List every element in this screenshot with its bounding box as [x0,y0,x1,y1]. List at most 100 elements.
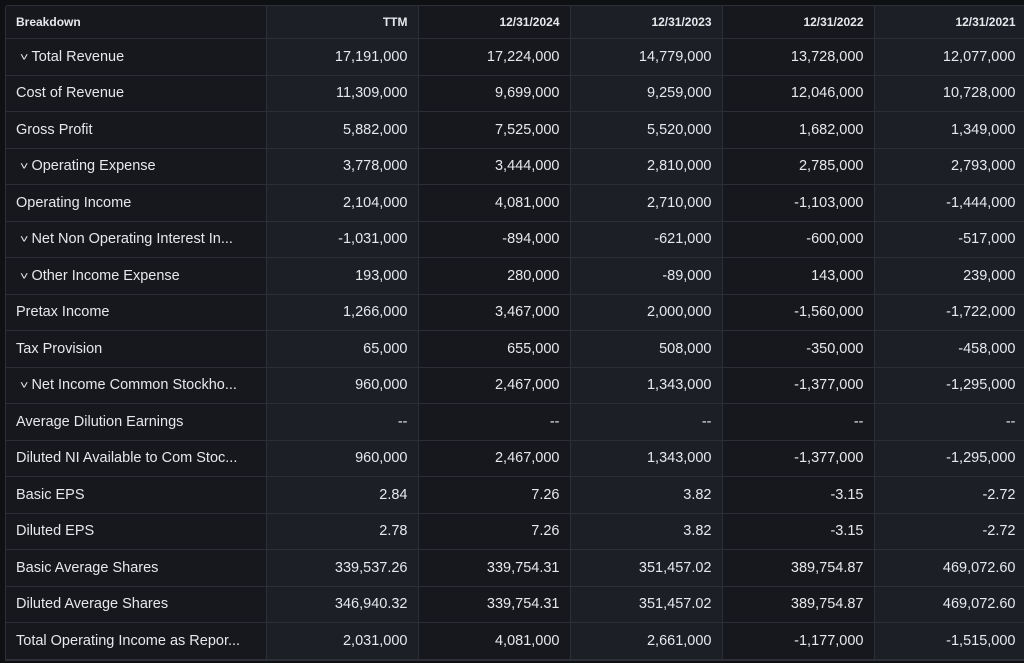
cell-value: -350,000 [722,330,875,368]
cell-value: -- [266,403,419,441]
row-label[interactable]: ˅ Other Income Expense [6,257,267,295]
chevron-down-icon[interactable]: ˅ [20,380,29,393]
cell-value: 7,525,000 [418,111,571,149]
cell-value: 469,072.60 [874,549,1024,587]
cell-value: 17,224,000 [418,38,571,76]
cell-value: 9,259,000 [570,75,723,112]
cell-value: 2,785,000 [722,148,875,185]
cell-value: 3.82 [570,476,723,514]
cell-value: -621,000 [570,221,723,258]
row-label-text: Net Non Operating Interest In... [31,231,233,248]
cell-value: 2,467,000 [418,367,571,404]
row-label-text: Operating Expense [31,158,156,175]
cell-value: 2,661,000 [570,622,723,660]
cell-value: 5,520,000 [570,111,723,149]
cell-value: -1,444,000 [874,184,1024,222]
cell-value: 9,699,000 [418,75,571,112]
row-label[interactable]: ˅ Net Non Operating Interest In... [6,221,267,258]
cell-value: 13,728,000 [722,38,875,76]
column-header-period: 12/31/2023 [570,6,723,39]
cell-value: 2,710,000 [570,184,723,222]
row-label: Basic Average Shares [6,549,267,587]
cell-value: -1,560,000 [722,294,875,331]
row-label-text: Net Income Common Stockho... [31,377,237,394]
row-label: Operating Income [6,184,267,222]
cell-value: 655,000 [418,330,571,368]
table-row: Cost of Revenue 11,309,000 9,699,000 9,259,… [6,75,1024,112]
row-label-text: Cost of Revenue [16,85,125,102]
column-header-period: 12/31/2024 [418,6,571,39]
cell-value: -- [570,403,723,441]
cell-value: -458,000 [874,330,1024,368]
chevron-down-icon[interactable]: ˅ [20,234,29,247]
chevron-down-icon[interactable]: ˅ [20,161,29,174]
cell-value: 1,349,000 [874,111,1024,149]
cell-value: 508,000 [570,330,723,368]
cell-value: 351,457.02 [570,549,723,587]
cell-value: 2.84 [266,476,419,514]
cell-value: -894,000 [418,221,571,258]
row-label-text: Diluted Average Shares [16,596,169,613]
cell-value: 2,104,000 [266,184,419,222]
cell-value: -1,031,000 [266,221,419,258]
row-label-text: Tax Provision [16,340,103,357]
chevron-down-icon[interactable]: ˅ [20,51,29,64]
table-row: Basic Average Shares 339,537.26 339,754.31… [6,549,1024,587]
cell-value: -3.15 [722,476,875,514]
cell-value: 469,072.60 [874,586,1024,623]
cell-value: 1,266,000 [266,294,419,331]
table-row[interactable]: ˅ Total Revenue 17,191,000 17,224,000 14,779… [6,38,1024,76]
row-label: Average Dilution Earnings [6,403,267,441]
cell-value: 4,081,000 [418,184,571,222]
row-label: Total Operating Income as Repor... [6,622,267,660]
row-label: Diluted EPS [6,513,267,550]
cell-value: 11,309,000 [266,75,419,112]
table-row[interactable]: ˅ Other Income Expense 193,000 280,000 -89,0… [6,257,1024,295]
row-label-text: Gross Profit [16,121,93,138]
row-label[interactable]: ˅ Net Income Common Stockho... [6,367,267,404]
chevron-down-icon[interactable]: ˅ [20,270,29,283]
income-statement-table-container: Breakdown TTM 12/31/2024 12/31/2023 12/31/20… [5,5,1024,661]
cell-value: 17,191,000 [266,38,419,76]
cell-value: -1,295,000 [874,367,1024,404]
cell-value: -2.72 [874,513,1024,550]
row-label-text: Total Revenue [31,48,125,65]
cell-value: 10,728,000 [874,75,1024,112]
table-row: Average Dilution Earnings -- -- -- -- -- [6,403,1024,441]
cell-value: 346,940.32 [266,586,419,623]
cell-value: 7.26 [418,513,571,550]
row-label: Tax Provision [6,330,267,368]
row-label: Diluted NI Available to Com Stoc... [6,440,267,477]
cell-value: 3,444,000 [418,148,571,185]
table-row: Basic EPS 2.84 7.26 3.82 -3.15 -2.72 [6,476,1024,514]
row-label: Basic EPS [6,476,267,514]
row-label: Pretax Income [6,294,267,331]
cell-value: 3,467,000 [418,294,571,331]
table-row[interactable]: ˅ Operating Expense 3,778,000 3,444,000 2,81… [6,148,1024,185]
cell-value: 389,754.87 [722,549,875,587]
income-statement-table: Breakdown TTM 12/31/2024 12/31/2023 12/31/20… [6,6,1024,660]
row-label[interactable]: ˅ Total Revenue [6,38,267,76]
cell-value: 2,031,000 [266,622,419,660]
row-label-text: Other Income Expense [31,267,180,284]
column-header-period: 12/31/2021 [874,6,1024,39]
table-row[interactable]: ˅ Net Non Operating Interest In... -1,031,… [6,221,1024,258]
table-row: Pretax Income 1,266,000 3,467,000 2,000,000… [6,294,1024,331]
cell-value: 143,000 [722,257,875,295]
cell-value: 280,000 [418,257,571,295]
column-header-breakdown: Breakdown [6,6,267,39]
cell-value: 960,000 [266,367,419,404]
cell-value: -2.72 [874,476,1024,514]
table-row: Diluted Average Shares 346,940.32 339,754.… [6,586,1024,623]
cell-value: 1,682,000 [722,111,875,149]
cell-value: 339,754.31 [418,549,571,587]
cell-value: 14,779,000 [570,38,723,76]
table-row: Tax Provision 65,000 655,000 508,000 -350,00… [6,330,1024,368]
cell-value: 3,778,000 [266,148,419,185]
table-row[interactable]: ˅ Net Income Common Stockho... 960,000 2,46… [6,367,1024,404]
row-label-text: Basic Average Shares [16,559,159,576]
cell-value: 1,343,000 [570,367,723,404]
row-label[interactable]: ˅ Operating Expense [6,148,267,185]
row-label-text: Pretax Income [16,304,110,321]
row-label-text: Diluted EPS [16,523,95,540]
